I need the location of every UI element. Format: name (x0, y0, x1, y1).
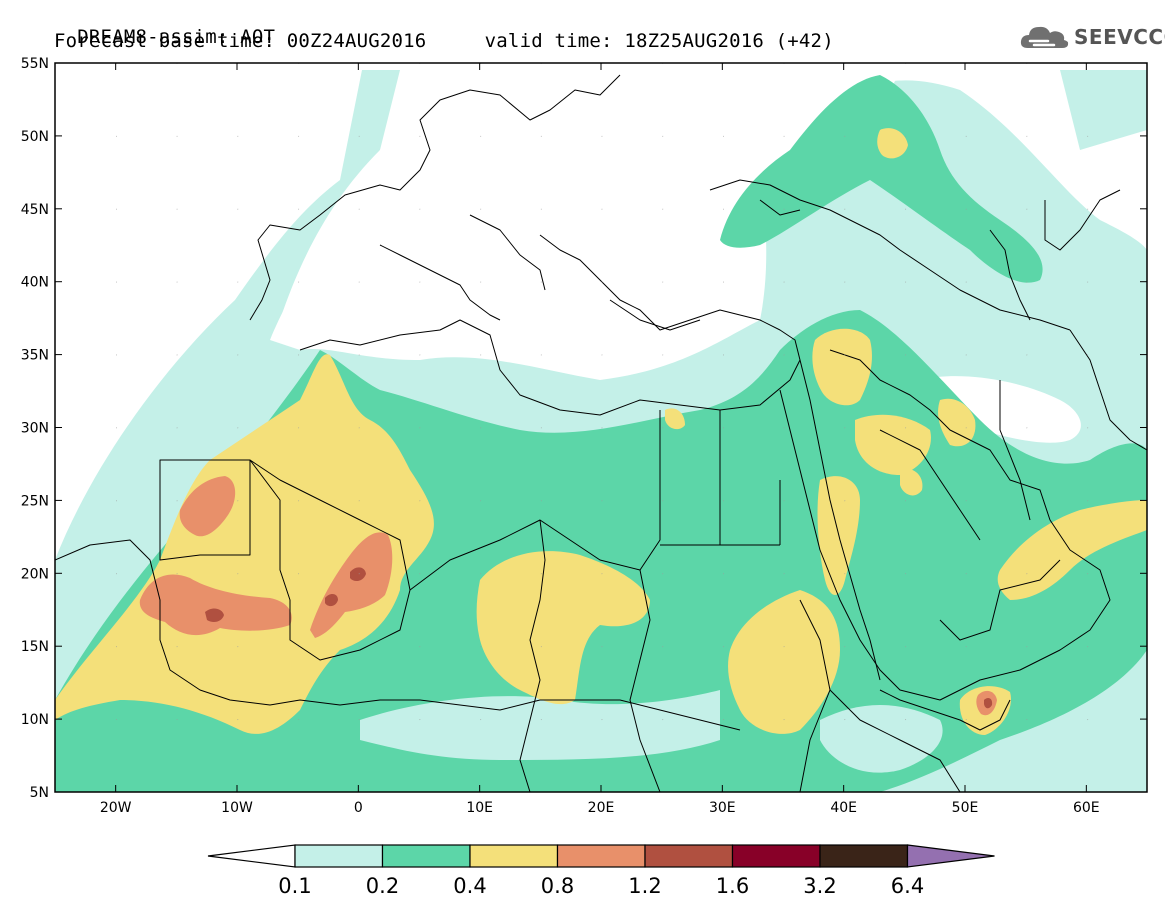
longitude-ticks: 20W 10W 0 10E 20E 30E 40E 50E 60E (100, 63, 1100, 816)
colorbar-segment (469, 844, 559, 868)
colorbar-segment (731, 844, 821, 868)
lat-tick-label: 35N (21, 348, 49, 364)
colorbar-level-label: 0.2 (366, 874, 399, 898)
lat-tick-label: 45N (21, 202, 49, 218)
colorbar-level-label: 1.6 (716, 874, 749, 898)
lat-tick-label: 40N (21, 275, 49, 291)
lat-tick-label: 15N (21, 639, 49, 655)
lat-tick-label: 25N (21, 493, 49, 509)
forecast-lead: (+42) (775, 30, 834, 52)
lon-tick-label: 0 (354, 800, 363, 816)
colorbar-segment (294, 844, 384, 868)
valid-time: 18Z25AUG2016 (624, 30, 764, 52)
lon-tick-label: 10E (466, 800, 493, 816)
colorbar-level-label: 0.4 (453, 874, 486, 898)
colorbar-segment (381, 844, 471, 868)
colorbar-level-label: 0.1 (278, 874, 311, 898)
latitude-ticks: 5N 10N 15N 20N 25N 30N 35N 40N 45N 50N 55N (21, 56, 1147, 801)
seevccc-logo: SEEVCCC (1018, 22, 1165, 52)
colorbar-level-label: 1.2 (628, 874, 661, 898)
lon-tick-label: 30E (709, 800, 736, 816)
colorbar-segment (556, 844, 646, 868)
lon-tick-label: 20E (588, 800, 615, 816)
lon-tick-label: 40E (830, 800, 857, 816)
valid-time-label: valid time: (484, 30, 613, 52)
lon-tick-label: 50E (952, 800, 979, 816)
colorbar-segment (644, 844, 734, 868)
lon-tick-label: 60E (1073, 800, 1100, 816)
lat-tick-label: 5N (30, 785, 49, 801)
lat-tick-label: 50N (21, 129, 49, 145)
base-time: 00Z24AUG2016 (286, 30, 427, 52)
base-time-label: Forecast base time: (54, 30, 276, 52)
colorbar: 0.1 0.2 0.4 0.8 1.2 1.6 3.2 6.4 (207, 844, 995, 898)
cloud-icon (1020, 26, 1069, 48)
lat-tick-label: 10N (21, 712, 49, 728)
lat-tick-label: 30N (21, 421, 49, 437)
map-title: DREAM8-assim: AOT (77, 26, 276, 48)
logo-text: SEEVCCC (1074, 25, 1165, 49)
colorbar-level-label: 0.8 (541, 874, 574, 898)
lat-tick-label: 20N (21, 566, 49, 582)
colorbar-under-arrow (207, 844, 296, 868)
colorbar-segment (819, 844, 909, 868)
lon-tick-label: 10W (221, 800, 253, 816)
lon-tick-label: 20W (100, 800, 132, 816)
colorbar-level-label: 6.4 (891, 874, 924, 898)
colorbar-over-arrow (906, 844, 995, 868)
forecast-times: Forecast base time: 00Z24AUG2016 valid t… (54, 30, 834, 52)
lat-tick-label: 55N (21, 56, 49, 72)
colorbar-level-label: 3.2 (803, 874, 836, 898)
graticule (55, 63, 1147, 792)
